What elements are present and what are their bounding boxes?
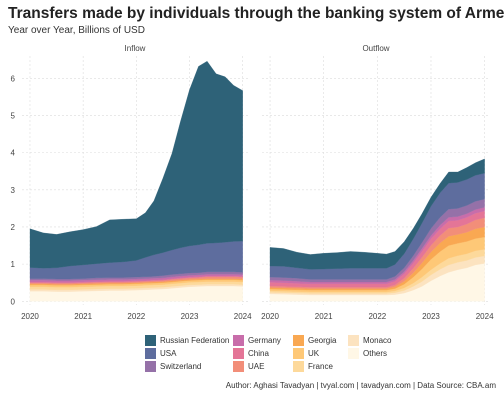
legend-label: USA [160,349,177,358]
y-tick-label: 0 [11,297,16,306]
legend-label: France [308,362,333,371]
y-tick-label: 6 [11,74,16,83]
legend-swatch [293,348,304,359]
legend-swatch [145,335,156,346]
legend-swatch [233,348,244,359]
legend-swatch [348,335,359,346]
chart-caption: Author: Aghasi Tavadyan | tvyal.com | ta… [225,381,496,390]
legend-label: UK [308,349,320,358]
legend-swatch [293,361,304,372]
x-tick-label: 2021 [74,312,92,321]
facet-label: Outflow [362,44,389,53]
legend-swatch [145,361,156,372]
area-russian-federation [269,158,485,270]
legend-swatch [348,348,359,359]
x-tick-label: 2021 [315,312,333,321]
area-russian-federation [29,60,243,269]
panel-outflow: Outflow 2020 2021 2022 2023 2024 [261,44,494,321]
legend-swatch [233,335,244,346]
legend-label: Georgia [308,336,337,345]
y-tick-label: 2 [11,223,16,232]
legend-swatch [233,361,244,372]
chart-title: Transfers made by individuals through th… [8,5,504,22]
legend-swatch [145,348,156,359]
x-tick-label: 2023 [181,312,199,321]
legend-label: Switzerland [160,362,202,371]
x-tick-label: 2020 [21,312,39,321]
x-tick-label: 2022 [368,312,386,321]
y-tick-label: 5 [11,111,16,120]
chart-subtitle: Year over Year, Billions of USD [8,25,145,36]
legend-label: UAE [248,362,265,371]
y-tick-label: 1 [11,260,16,269]
legend-label: Others [363,349,388,358]
legend-swatch [293,335,304,346]
panel-inflow: Inflow 2020 2021 2022 2023 2024 [21,44,252,321]
y-tick-label: 3 [11,186,16,195]
y-tick-label: 4 [11,149,16,158]
x-tick-label: 2023 [422,312,440,321]
x-tick-label: 2024 [476,312,494,321]
facet-label: Inflow [125,44,146,53]
legend-label: Russian Federation [160,336,230,345]
x-tick-label: 2024 [234,312,252,321]
legend-label: Germany [248,336,281,345]
x-tick-label: 2022 [127,312,145,321]
x-tick-label: 2020 [261,312,279,321]
legend-label: Monaco [363,336,392,345]
legend-label: China [248,349,269,358]
